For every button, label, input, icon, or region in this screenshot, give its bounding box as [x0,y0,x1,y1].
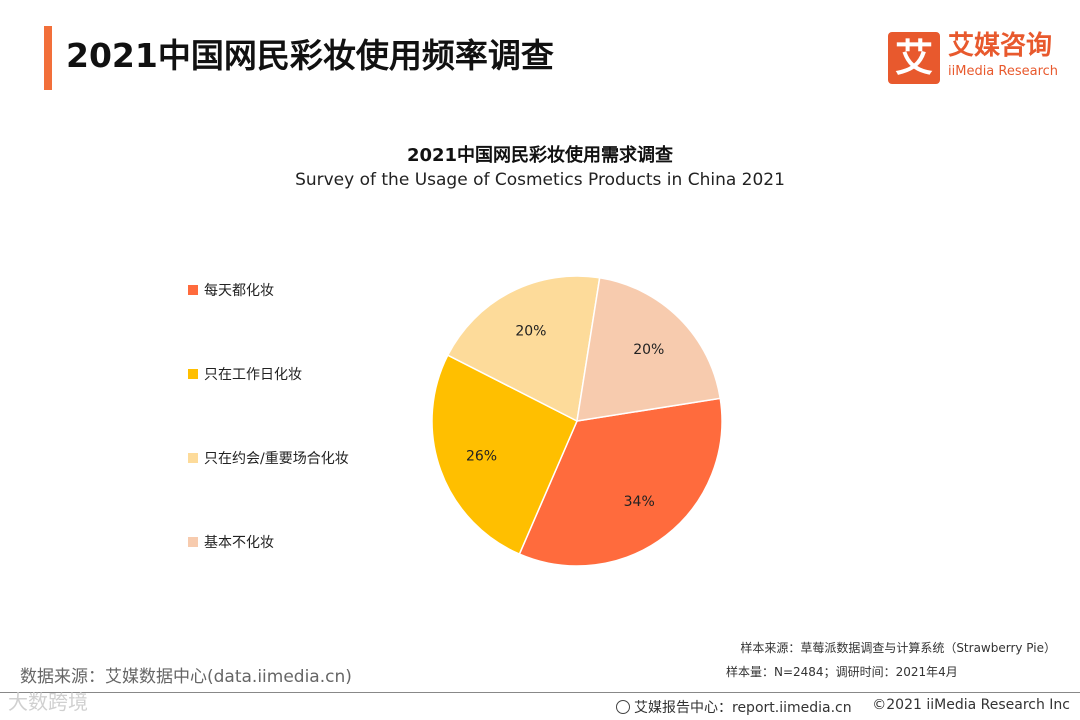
legend-item: 每天都化妆 [188,276,274,306]
pie-data-label: 20% [515,324,546,340]
chart-subtitle: Survey of the Usage of Cosmetics Product… [295,170,785,190]
legend-swatch [188,537,198,547]
report-center-text: 艾媒报告中心：report.iimedia.cn [634,700,852,716]
pie-slice [576,276,722,422]
legend-item: 基本不化妆 [188,528,274,558]
logo-mark: 艾 [888,32,940,84]
title-accent-bar [44,26,52,90]
pie-slice [431,354,578,556]
pie-slice [518,397,723,567]
legend-label: 只在工作日化妆 [204,367,302,383]
legend-label: 只在约会/重要场合化妆 [204,451,349,467]
legend-item: 只在工作日化妆 [188,360,302,390]
globe-icon [616,700,630,714]
sample-source: 样本来源：草莓派数据调查与计算系统（Strawberry Pie） [740,641,1056,655]
logo-name-cn: 艾媒咨询 [948,31,1053,61]
legend-label: 每天都化妆 [204,283,274,299]
logo-name-en: iiMedia Research [948,64,1059,79]
legend-label: 基本不化妆 [204,535,274,551]
pie-chart: 34% 26% 20% 20% [431,275,723,567]
pie-data-label: 26% [466,448,497,464]
pie-data-label: 20% [633,342,664,358]
sample-size: 样本量：N=2484；调研时间：2021年4月 [726,665,958,679]
copyright: ©2021 iiMedia Research Inc [872,697,1070,713]
watermark: 大数跨境 [8,690,88,714]
page-title: 2021中国网民彩妆使用频率调查 [66,36,554,75]
legend-swatch [188,369,198,379]
pie-data-label: 34% [624,494,655,510]
iimedia-logo: 艾 艾媒咨询 iiMedia Research [888,30,1068,86]
legend-swatch [188,453,198,463]
footer-divider [0,692,1080,693]
chart-title: 2021中国网民彩妆使用需求调查 [406,145,674,166]
legend-item: 只在约会/重要场合化妆 [188,444,349,474]
pie-slice [446,275,601,423]
data-source: 数据来源：艾媒数据中心(data.iimedia.cn) [20,667,352,687]
report-center[interactable]: 艾媒报告中心：report.iimedia.cn [616,697,852,717]
legend-swatch [188,285,198,295]
